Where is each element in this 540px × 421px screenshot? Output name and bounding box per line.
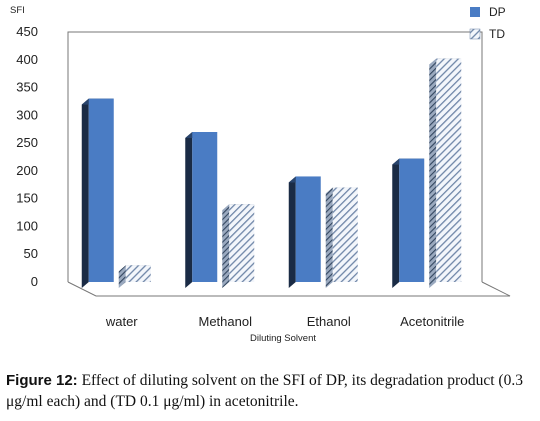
bar-front (192, 132, 218, 282)
caption-text: Effect of diluting solvent on the SFI of… (6, 372, 523, 410)
bar-td-ethanol (325, 187, 358, 288)
legend-item-dp: DP (470, 5, 506, 19)
y-tick-label: 350 (16, 80, 38, 95)
bar-dp-acetonitrile (392, 158, 425, 288)
y-tick-label: 300 (16, 107, 38, 122)
bars (81, 58, 462, 289)
bar-front (436, 58, 462, 282)
bar-front (88, 98, 114, 283)
bar-front (295, 176, 321, 282)
legend-label: TD (489, 27, 505, 41)
legend: DP TD (469, 5, 506, 41)
caption-label: Figure 12: (6, 372, 78, 389)
figure-caption: Figure 12: Effect of diluting solvent on… (6, 370, 536, 412)
legend-item-td: TD (469, 27, 505, 41)
bar-td-acetonitrile (429, 58, 462, 288)
plot-frame (67, 31, 511, 297)
bar-dp-water (81, 98, 114, 289)
y-tick-label: 400 (16, 52, 38, 67)
plot-floor (67, 281, 511, 297)
y-tick-label: 450 (16, 24, 38, 39)
bar-side (325, 187, 333, 288)
bar-td-methanol (222, 204, 255, 288)
y-axis-label: SFI (10, 5, 25, 16)
y-tick-label: 250 (16, 135, 38, 150)
legend-label: DP (489, 5, 506, 19)
category-label: Methanol (199, 314, 253, 329)
category-label: Acetonitrile (400, 314, 464, 329)
bar-dp-methanol (185, 132, 218, 288)
bar-td-water (118, 265, 151, 288)
y-tick-label: 0 (31, 274, 38, 289)
legend-swatch (469, 28, 481, 40)
bar-front (125, 265, 151, 282)
x-axis-categories: water Methanol Ethanol Acetonitrile (105, 314, 465, 329)
bar-side (288, 176, 296, 288)
y-tick-label: 150 (16, 191, 38, 206)
category-label: Ethanol (307, 314, 351, 329)
y-tick-label: 50 (24, 246, 38, 261)
bar-side (222, 204, 230, 288)
x-axis-label: Diluting Solvent (250, 333, 316, 344)
bar-front (332, 187, 358, 282)
legend-swatch (470, 7, 480, 17)
bar-chart: 0 50 100 150 200 250 300 350 400 450 water Methano… (10, 5, 511, 344)
bar-side (392, 158, 400, 288)
y-tick-label: 100 (16, 218, 38, 233)
y-tick-label: 200 (16, 163, 38, 178)
y-axis-ticks: 0 50 100 150 200 250 300 350 400 450 (16, 24, 38, 289)
bar-side (429, 58, 437, 288)
plot-back-wall (67, 31, 483, 282)
bar-side (81, 98, 89, 289)
bar-side (185, 132, 193, 288)
bar-front (399, 158, 425, 282)
category-label: water (105, 314, 138, 329)
bar-dp-ethanol (288, 176, 321, 288)
bar-front (229, 204, 255, 282)
